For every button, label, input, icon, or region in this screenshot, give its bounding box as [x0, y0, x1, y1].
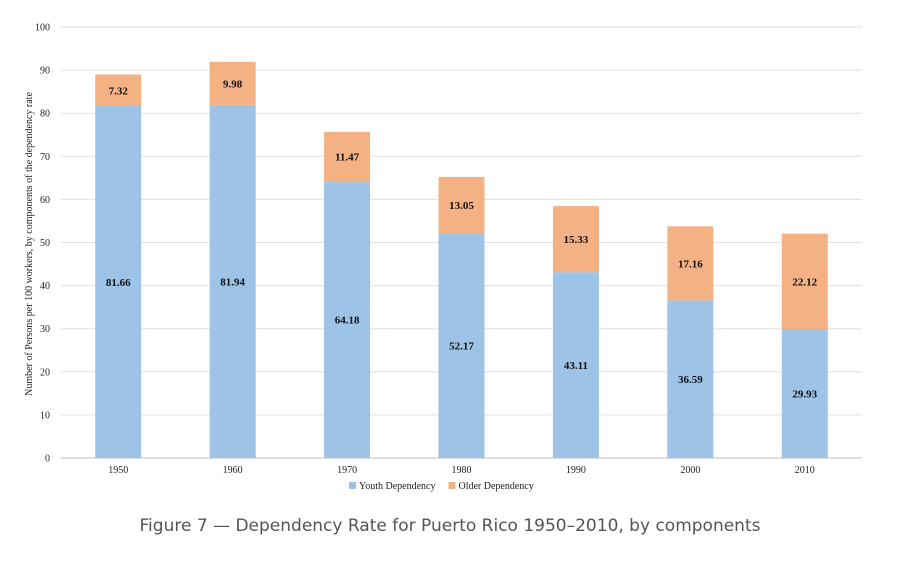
- y-axis-ticks: 0 10 20 30 40 50 60 70 80 90 100: [35, 23, 50, 465]
- legend-label: Older Dependency: [458, 481, 533, 492]
- y-tick-label: 60: [40, 195, 50, 206]
- bar-segment: [438, 233, 485, 458]
- bar-segment: [781, 233, 828, 330]
- y-tick-label: 30: [40, 324, 50, 335]
- x-axis-ticks: 1950 1960 1970 1980 1990 2000 2010: [108, 465, 815, 476]
- legend-swatch: [349, 482, 356, 489]
- bar-segment: [209, 61, 256, 105]
- data-label: 9.98: [223, 78, 243, 90]
- x-tick-label: 2010: [795, 465, 815, 476]
- bar-segment: [552, 206, 599, 273]
- bar-segment: [95, 74, 142, 107]
- bar-segment: [667, 300, 714, 458]
- bar-segment: [95, 106, 142, 458]
- data-label: 52.17: [449, 341, 474, 353]
- data-labels: 81.66 7.32 81.94 9.98 64.18 11.47 52.17 13.05 43…: [106, 78, 818, 400]
- bars: [95, 61, 828, 459]
- data-label: 64.18: [335, 315, 360, 327]
- x-tick-label: 1970: [337, 465, 357, 476]
- x-tick-label: 2000: [680, 465, 700, 476]
- bar-segment: [552, 272, 599, 458]
- legend: Youth Dependency Older Dependency: [349, 481, 534, 492]
- y-tick-label: 70: [40, 152, 50, 163]
- x-tick-label: 1990: [566, 465, 586, 476]
- data-label: 81.94: [220, 276, 245, 288]
- chart: 81.66 7.32 81.94 9.98 64.18 11.47 52.17 13.05 43…: [24, 23, 862, 492]
- legend-label: Youth Dependency: [359, 481, 435, 492]
- y-tick-label: 50: [40, 238, 50, 249]
- x-tick-label: 1950: [108, 465, 128, 476]
- x-tick-label: 1960: [223, 465, 243, 476]
- data-label: 81.66: [106, 277, 131, 289]
- bar-segment: [667, 226, 714, 301]
- bar-segment: [324, 131, 371, 182]
- data-label: 17.16: [678, 258, 703, 270]
- y-tick-label: 80: [40, 109, 50, 120]
- bar-segment: [209, 104, 256, 459]
- data-label: 29.93: [792, 389, 817, 401]
- y-tick-label: 40: [40, 281, 50, 292]
- y-tick-label: 20: [40, 367, 50, 378]
- data-label: 13.05: [449, 200, 474, 212]
- data-label: 11.47: [335, 152, 360, 164]
- figure-caption: Figure 7 — Dependency Rate for Puerto Ri…: [139, 516, 761, 536]
- data-label: 22.12: [792, 276, 817, 288]
- data-label: 36.59: [678, 374, 703, 386]
- bar-segment: [781, 329, 828, 458]
- x-tick-label: 1980: [452, 465, 472, 476]
- y-tick-label: 10: [40, 410, 50, 421]
- legend-swatch: [448, 482, 456, 489]
- data-label: 43.11: [564, 360, 588, 372]
- bar-segment: [324, 181, 371, 458]
- bar-segment: [438, 176, 485, 234]
- y-tick-label: 100: [35, 23, 50, 34]
- data-label: 15.33: [564, 234, 589, 246]
- data-label: 7.32: [109, 85, 129, 97]
- y-tick-label: 0: [45, 454, 50, 465]
- y-tick-label: 90: [40, 66, 50, 77]
- y-axis-title: Number of Persons per 100 workers, by co…: [24, 92, 35, 396]
